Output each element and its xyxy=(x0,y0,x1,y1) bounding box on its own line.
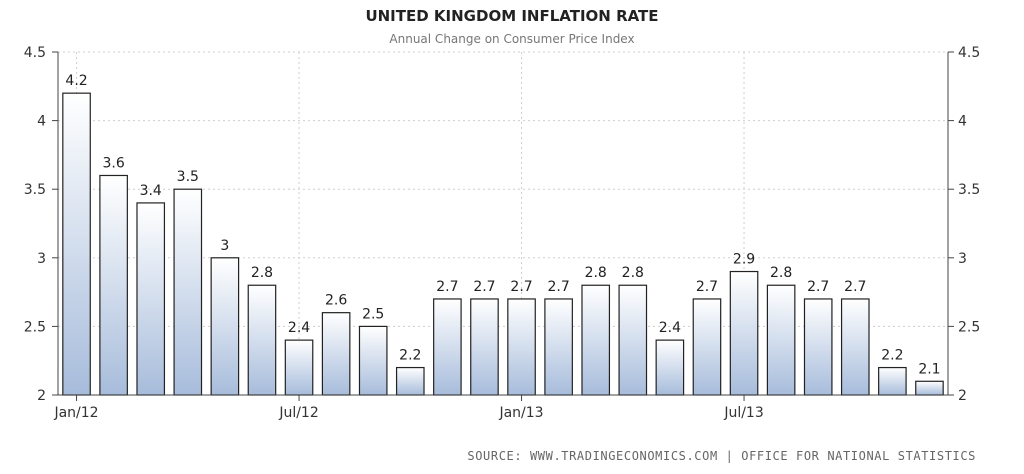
data-label-17: 2.7 xyxy=(696,279,718,295)
bar-0 xyxy=(62,92,91,396)
y-tick-label-left-2: 3 xyxy=(37,251,46,267)
bar-19 xyxy=(766,284,796,396)
bar-4 xyxy=(210,257,240,396)
data-label-2: 3.4 xyxy=(140,183,162,199)
y-tick-label-left-1: 2.5 xyxy=(24,319,46,335)
bar-3 xyxy=(173,188,203,396)
data-label-11: 2.7 xyxy=(473,279,495,295)
bar-1 xyxy=(99,174,128,396)
data-label-1: 3.6 xyxy=(102,155,124,171)
data-label-12: 2.7 xyxy=(510,279,532,295)
y-axis-left-labels: 2 2.5 3 3.5 4 4.5 xyxy=(24,45,46,404)
y-axis-right-labels: 2 2.5 3 3.5 4 4.5 xyxy=(958,45,980,404)
source-note: SOURCE: WWW.TRADINGECONOMICS.COM | OFFIC… xyxy=(467,449,976,463)
bar-8 xyxy=(358,325,388,396)
axes-group xyxy=(52,51,954,401)
data-label-23: 2.1 xyxy=(918,361,940,377)
data-label-15: 2.8 xyxy=(622,265,644,281)
bar-7 xyxy=(321,312,351,396)
y-tick-label-right-4: 4 xyxy=(958,114,967,130)
y-tick-label-right-2: 3 xyxy=(958,251,967,267)
bar-5 xyxy=(247,284,277,396)
y-tick-label-right-5: 4.5 xyxy=(958,45,980,61)
data-label-14: 2.8 xyxy=(585,265,607,281)
bar-17 xyxy=(692,298,722,396)
data-labels-group: 4.2 3.6 3.4 3.5 3 2.8 2.4 2.6 2.5 2.2 2.7 2.7 2.7 2.7… xyxy=(65,73,940,377)
x-tick-label-1: Jul/12 xyxy=(278,405,318,421)
y-tick-label-left-0: 2 xyxy=(37,388,46,404)
bar-10 xyxy=(433,298,462,396)
chart-subtitle: Annual Change on Consumer Price Index xyxy=(389,32,634,46)
bar-20 xyxy=(803,298,833,396)
chart-title: UNITED KINGDOM INFLATION RATE xyxy=(365,7,658,25)
data-label-0: 4.2 xyxy=(65,73,87,89)
data-label-6: 2.4 xyxy=(288,320,310,336)
data-label-8: 2.5 xyxy=(362,306,384,322)
bar-14 xyxy=(581,284,611,396)
bar-11 xyxy=(470,298,499,396)
x-axis-labels: Jan/12 Jul/12 Jan/13 Jul/13 xyxy=(53,405,763,421)
bar-22 xyxy=(878,366,907,396)
data-label-18: 2.9 xyxy=(733,252,755,268)
x-tick-label-2: Jan/13 xyxy=(498,405,543,421)
data-label-10: 2.7 xyxy=(436,279,458,295)
data-label-19: 2.8 xyxy=(770,265,792,281)
y-tick-label-right-0: 2 xyxy=(958,388,967,404)
y-tick-label-right-3: 3.5 xyxy=(958,182,980,198)
y-tick-label-left-5: 4.5 xyxy=(24,45,46,61)
bar-21 xyxy=(840,298,870,396)
bar-16 xyxy=(655,339,685,396)
data-label-4: 3 xyxy=(220,238,229,254)
bar-6 xyxy=(284,339,314,396)
y-tick-label-left-3: 3.5 xyxy=(24,182,46,198)
x-tick-label-0: Jan/12 xyxy=(53,405,98,421)
bar-2 xyxy=(136,202,166,396)
bar-18 xyxy=(729,270,759,396)
bar-9 xyxy=(395,366,425,396)
data-label-20: 2.7 xyxy=(807,279,829,295)
x-tick-label-3: Jul/13 xyxy=(723,405,763,421)
bar-13 xyxy=(544,298,573,396)
y-tick-label-left-4: 4 xyxy=(37,114,46,130)
data-label-13: 2.7 xyxy=(547,279,569,295)
bar-15 xyxy=(618,284,648,396)
bar-23 xyxy=(915,380,944,396)
data-label-21: 2.7 xyxy=(844,279,866,295)
bars-group xyxy=(62,92,944,396)
data-label-9: 2.2 xyxy=(399,348,421,364)
data-label-5: 2.8 xyxy=(251,265,273,281)
data-label-16: 2.4 xyxy=(659,320,681,336)
data-label-22: 2.2 xyxy=(881,348,903,364)
y-tick-label-right-1: 2.5 xyxy=(958,319,980,335)
data-label-7: 2.6 xyxy=(325,293,347,309)
data-label-3: 3.5 xyxy=(177,169,199,185)
bar-12 xyxy=(507,298,536,396)
